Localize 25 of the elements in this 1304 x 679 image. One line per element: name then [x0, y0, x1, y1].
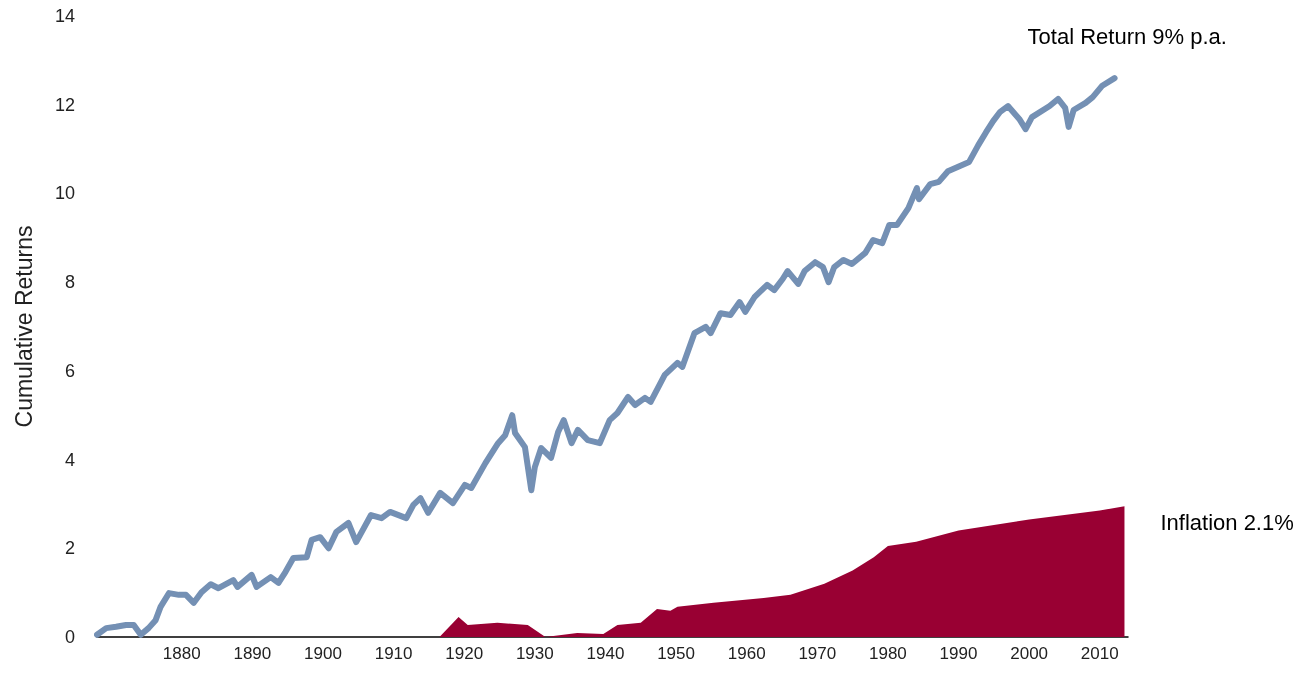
x-tick-label: 1980 — [868, 644, 907, 663]
x-tick-label: 2010 — [1080, 644, 1119, 663]
y-tick-label: 4 — [64, 449, 75, 470]
x-tick-label: 1930 — [515, 644, 554, 663]
x-tick-label: 2000 — [1010, 644, 1049, 663]
y-axis-title: Cumulative Returns — [10, 225, 37, 428]
y-tick-label: 2 — [64, 538, 75, 559]
x-tick-label: 1900 — [304, 644, 342, 663]
series-label: Inflation 2.1% — [1160, 509, 1294, 535]
x-tick-label: 1990 — [939, 644, 978, 663]
y-tick-label: 14 — [54, 6, 75, 26]
x-tick-label: 1890 — [233, 644, 272, 663]
x-tick-label: 1920 — [445, 644, 484, 663]
y-tick-label: 0 — [64, 627, 75, 647]
x-tick-label: 1970 — [798, 644, 837, 663]
y-tick-label: 12 — [54, 94, 75, 115]
y-tick-label: 6 — [64, 360, 75, 381]
y-tick-label: 8 — [64, 272, 75, 293]
y-tick-label: 10 — [54, 183, 75, 204]
x-tick-label: 1910 — [374, 644, 413, 663]
x-tick-label: 1940 — [586, 644, 625, 663]
series-label: Total Return 9% p.a. — [1027, 23, 1227, 49]
x-tick-label: 1880 — [162, 644, 201, 663]
x-tick-label: 1950 — [657, 644, 695, 663]
x-tick-label: 1960 — [727, 644, 766, 663]
